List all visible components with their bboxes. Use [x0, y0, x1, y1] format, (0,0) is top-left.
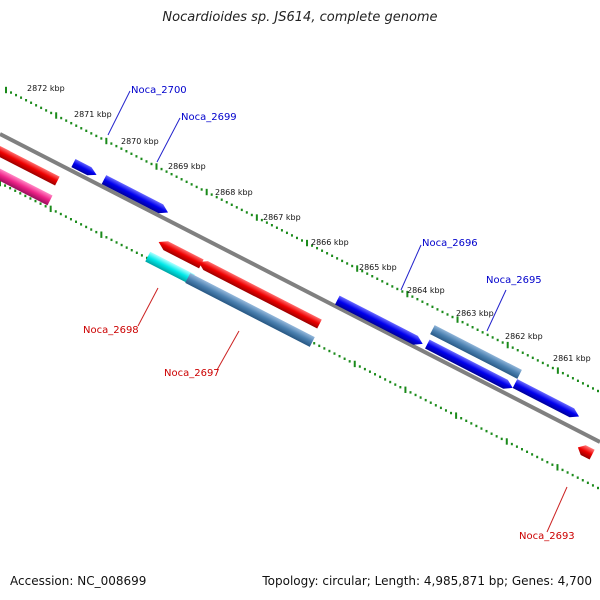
gene-noca-2699[interactable]	[101, 175, 171, 217]
gene-noca-2697[interactable]	[196, 257, 322, 329]
gene-labels: Noca_2700 Noca_2699 Noca_2696 Noca_2695 …	[83, 85, 575, 542]
scale-label: 2865 kbp	[359, 263, 397, 272]
feature-track	[0, 140, 595, 460]
gene-label-noca-2698[interactable]: Noca_2698	[83, 325, 139, 336]
scale-label: 2868 kbp	[215, 188, 253, 197]
scale-label: 2870 kbp	[121, 137, 159, 146]
scale-label: 2862 kbp	[505, 332, 543, 341]
gene-label-noca-2693[interactable]: Noca_2693	[519, 531, 575, 542]
feature-steel-right[interactable]	[430, 325, 522, 379]
gene-noca-2698[interactable]	[156, 238, 204, 269]
gene-noca-2694[interactable]	[512, 379, 582, 421]
scale-label: 2871 kbp	[74, 110, 112, 119]
gene-label-noca-2700[interactable]: Noca_2700	[131, 85, 187, 96]
gene-label-leaders	[107, 90, 568, 533]
gene-noca-2696[interactable]	[335, 295, 425, 349]
scale-label: 2867 kbp	[263, 213, 301, 222]
accession-text: Accession: NC_008699	[10, 574, 147, 588]
scale-label: 2872 kbp	[27, 84, 65, 93]
feature-steel-left[interactable]	[185, 273, 315, 347]
gene-noca-2695[interactable]	[425, 339, 515, 393]
scale-label: 2861 kbp	[553, 354, 591, 363]
scale-labels: 2872 kbp 2871 kbp 2870 kbp 2869 kbp 2868…	[27, 84, 591, 363]
gene-label-noca-2695[interactable]: Noca_2695	[486, 275, 542, 286]
feature-cyan[interactable]	[145, 251, 195, 285]
gene-label-noca-2696[interactable]: Noca_2696	[422, 238, 478, 249]
map-title: Nocardioides sp. JS614, complete genome	[162, 10, 438, 25]
scale-label: 2864 kbp	[407, 286, 445, 295]
gene-partial-red-left-2[interactable]	[0, 146, 60, 186]
rna-gene-partial-left[interactable]	[0, 162, 53, 206]
gene-noca-2700[interactable]	[71, 159, 98, 179]
gene-label-noca-2697[interactable]: Noca_2697	[164, 368, 220, 379]
genome-backbone	[0, 132, 600, 444]
gene-label-noca-2699[interactable]: Noca_2699	[181, 112, 237, 123]
gene-noca-2693[interactable]	[575, 442, 595, 460]
scale-label: 2866 kbp	[311, 238, 349, 247]
genome-stats-text: Topology: circular; Length: 4,985,871 bp…	[262, 574, 592, 588]
scale-label: 2863 kbp	[456, 309, 494, 318]
scale-label: 2869 kbp	[168, 162, 206, 171]
